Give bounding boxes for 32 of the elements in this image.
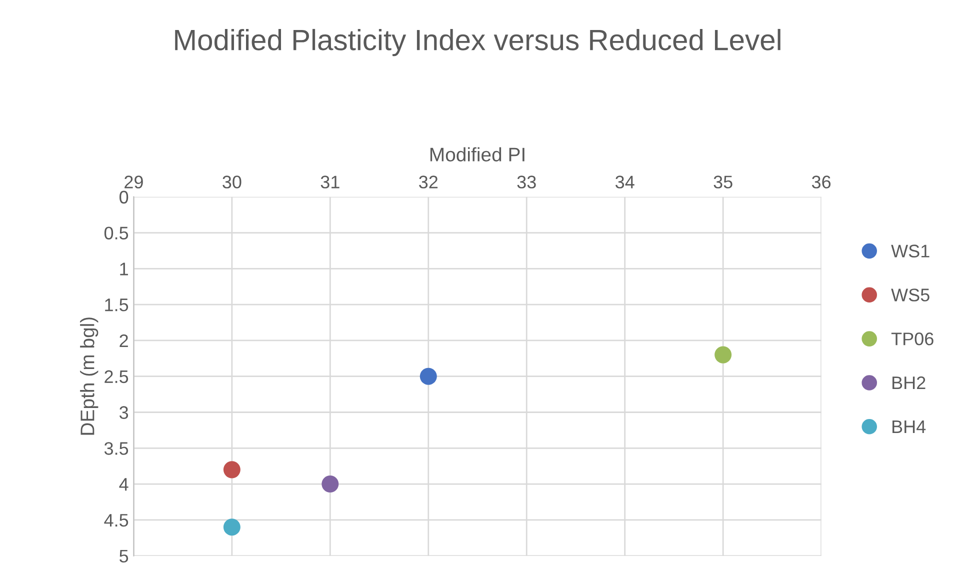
y-tick-label: 0.5 (104, 226, 128, 240)
point (420, 368, 437, 385)
legend-label: BH2 (892, 376, 926, 390)
x-tick-label: 36 (812, 176, 831, 188)
x-tick-label: 31 (320, 176, 340, 188)
x-tick-label: 32 (419, 176, 438, 188)
point (322, 476, 339, 493)
x-tick-label: 34 (615, 176, 634, 188)
legend-label: TP06 (891, 332, 934, 346)
legend-label: WS1 (891, 244, 930, 258)
y-tick-label: 4.5 (104, 514, 128, 527)
legend-label: BH4 (892, 420, 926, 433)
y-tick-label: 1.5 (105, 298, 128, 312)
y-tick-label: 0 (120, 190, 128, 204)
x-tick-label: 29 (124, 176, 143, 188)
x-tick-label: 33 (517, 176, 536, 188)
y-tick-label: 1 (120, 262, 128, 276)
y-tick-label: 5 (120, 550, 128, 563)
point (223, 518, 240, 536)
y-tick-label: 3 (119, 406, 128, 419)
point (223, 461, 240, 478)
point (714, 346, 732, 364)
x-axis-title: Modified PI (430, 147, 524, 162)
y-tick-label: 2 (120, 334, 128, 347)
legend-label: WS5 (891, 288, 930, 302)
x-tick-label: 35 (714, 176, 732, 188)
chart-title: Modified Plasticity Index versus Reduced Level (175, 28, 780, 56)
y-axis-title: DEpth (m bgl) (80, 318, 98, 435)
y-tick-label: 3.5 (104, 442, 128, 455)
y-tick-label: 4 (119, 478, 128, 491)
y-tick-label: 2.5 (104, 370, 128, 384)
x-tick-label: 30 (222, 176, 242, 188)
